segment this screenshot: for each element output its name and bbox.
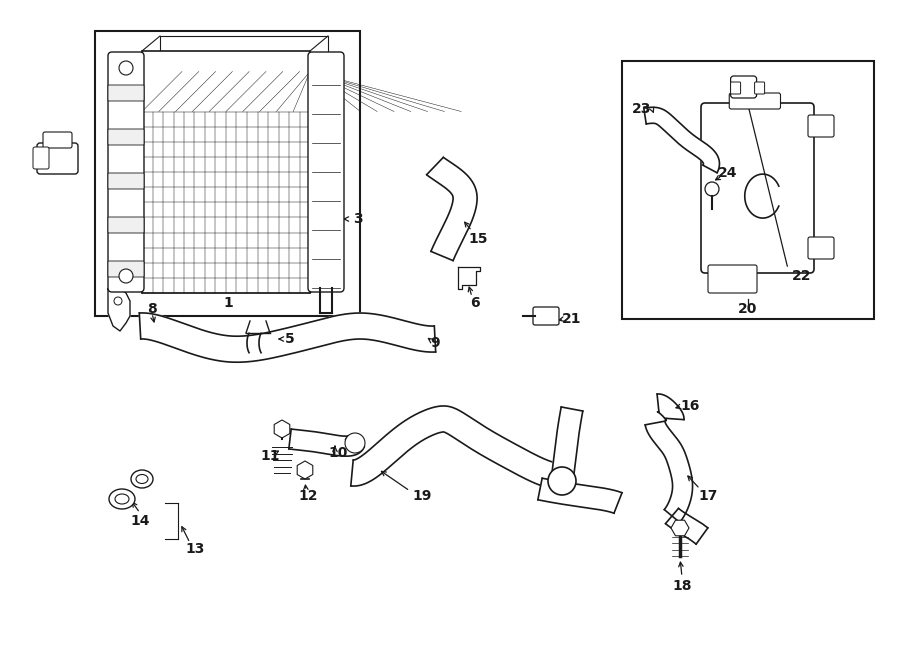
Polygon shape (645, 421, 693, 522)
Text: 21: 21 (562, 312, 581, 326)
FancyBboxPatch shape (708, 265, 757, 293)
Polygon shape (538, 478, 622, 513)
Text: 16: 16 (680, 399, 699, 413)
Text: 18: 18 (672, 579, 692, 593)
FancyBboxPatch shape (108, 52, 144, 292)
FancyBboxPatch shape (729, 93, 780, 109)
Text: 1: 1 (223, 296, 233, 310)
Polygon shape (140, 313, 436, 362)
Circle shape (345, 433, 365, 453)
Polygon shape (351, 406, 557, 488)
Text: 10: 10 (328, 446, 347, 460)
Ellipse shape (136, 475, 148, 483)
Polygon shape (665, 508, 708, 544)
Text: 17: 17 (698, 489, 717, 503)
Ellipse shape (115, 494, 129, 504)
FancyBboxPatch shape (108, 261, 144, 277)
Polygon shape (108, 289, 130, 331)
Text: 14: 14 (130, 514, 149, 528)
Ellipse shape (131, 470, 153, 488)
FancyBboxPatch shape (108, 129, 144, 145)
Circle shape (119, 61, 133, 75)
Circle shape (548, 467, 576, 495)
Text: 15: 15 (468, 232, 488, 246)
FancyBboxPatch shape (142, 51, 310, 293)
Text: 22: 22 (792, 269, 812, 283)
Circle shape (114, 297, 122, 305)
Bar (95, 31, 360, 316)
FancyBboxPatch shape (701, 103, 814, 273)
Text: 19: 19 (412, 489, 432, 503)
Polygon shape (644, 107, 719, 173)
FancyBboxPatch shape (108, 85, 144, 101)
Polygon shape (289, 429, 365, 456)
Text: 4: 4 (158, 209, 166, 223)
FancyBboxPatch shape (808, 115, 834, 137)
Text: 3: 3 (353, 212, 363, 226)
FancyBboxPatch shape (308, 52, 344, 292)
Text: 20: 20 (738, 302, 758, 316)
FancyBboxPatch shape (731, 76, 757, 98)
FancyBboxPatch shape (160, 36, 328, 278)
Text: 11: 11 (260, 449, 280, 463)
Circle shape (119, 269, 133, 283)
Text: 24: 24 (718, 166, 738, 180)
Text: 6: 6 (470, 296, 480, 310)
Text: 8: 8 (147, 302, 157, 316)
Text: 12: 12 (298, 489, 318, 503)
Circle shape (705, 182, 719, 196)
Polygon shape (427, 157, 477, 260)
Bar (622, 61, 874, 319)
Text: 7: 7 (47, 146, 57, 160)
Text: 5: 5 (285, 332, 295, 346)
FancyBboxPatch shape (108, 217, 144, 233)
Polygon shape (551, 407, 583, 483)
FancyBboxPatch shape (533, 307, 559, 325)
Text: 23: 23 (633, 102, 652, 116)
Text: 9: 9 (430, 336, 440, 350)
Ellipse shape (109, 489, 135, 509)
FancyBboxPatch shape (808, 237, 834, 259)
FancyBboxPatch shape (108, 173, 144, 189)
FancyBboxPatch shape (33, 147, 49, 169)
FancyBboxPatch shape (37, 143, 78, 174)
FancyBboxPatch shape (754, 82, 765, 94)
Text: 2: 2 (266, 199, 274, 213)
FancyBboxPatch shape (731, 82, 741, 94)
Polygon shape (458, 267, 480, 289)
FancyBboxPatch shape (43, 132, 72, 148)
Text: 13: 13 (185, 542, 204, 556)
Polygon shape (657, 394, 684, 420)
